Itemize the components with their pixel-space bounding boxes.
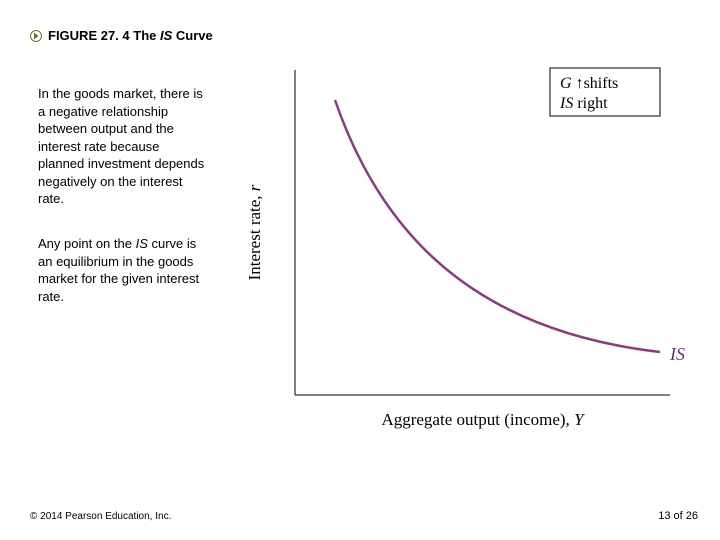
figure-name-prefix: The xyxy=(133,28,160,43)
figure-name-suffix: Curve xyxy=(172,28,212,43)
figure-name-italic: IS xyxy=(160,28,172,43)
page-number: 13 of 26 xyxy=(658,510,698,522)
figure-title-row: FIGURE 27. 4 The IS Curve xyxy=(30,28,213,43)
figure-number: FIGURE 27. 4 xyxy=(48,28,130,43)
copyright-text: © 2014 Pearson Education, Inc. xyxy=(30,511,171,522)
svg-text:IS: IS xyxy=(669,344,685,364)
svg-text:Aggregate output (income), Y: Aggregate output (income), Y xyxy=(381,410,585,429)
caption-paragraph-2: Any point on the IS curve is an equilibr… xyxy=(38,235,208,305)
page-sep: of xyxy=(670,510,685,522)
figure-title: FIGURE 27. 4 The IS Curve xyxy=(48,28,213,43)
arrow-right-icon xyxy=(30,30,42,42)
p2-italic: IS xyxy=(136,236,148,251)
page-total: 26 xyxy=(686,510,698,522)
svg-text:IS right: IS right xyxy=(559,95,608,112)
is-curve-chart: Interest rate, r Aggregate output (income… xyxy=(240,60,690,460)
page-current: 13 xyxy=(658,510,670,522)
p2-prefix: Any point on the xyxy=(38,236,136,251)
svg-text:G ↑shifts: G ↑shifts xyxy=(560,75,618,92)
caption-paragraph-1: In the goods market, there is a negative… xyxy=(38,85,208,208)
svg-text:Interest rate, r: Interest rate, r xyxy=(245,184,264,280)
